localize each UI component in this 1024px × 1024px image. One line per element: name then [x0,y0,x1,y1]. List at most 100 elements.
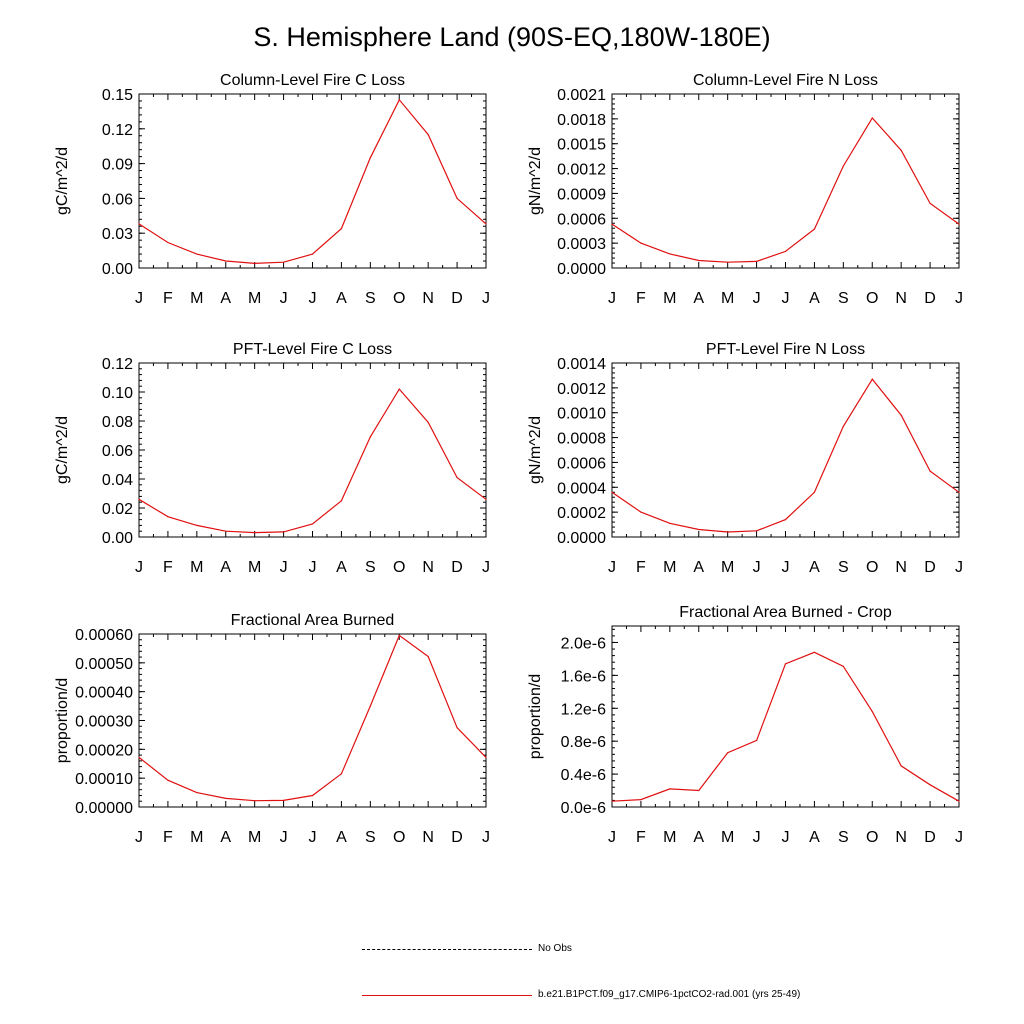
data-point [398,388,400,390]
data-point [282,531,285,533]
x-tick-label: O [393,290,405,307]
x-tick-label: N [895,290,907,307]
data-point [311,523,314,525]
x-tick-label: J [309,829,317,846]
data-point [340,773,343,775]
x-tick-label: S [838,290,849,307]
x-tick-label: M [190,559,203,576]
legend-entry-model-run: b.e21.B1PCT.f09_g17.CMIP6-1pctCO2-rad.00… [362,986,1002,1006]
x-tick-label: D [924,829,936,846]
y-tick-label: 0.0015 [557,137,606,154]
data-point [958,223,960,225]
panel-title: Column-Level Fire C Loss [220,72,405,89]
y-tick-label: 1.2e-6 [561,701,606,718]
x-tick-label: A [693,829,704,846]
data-point [784,250,787,253]
data-point [340,500,343,502]
data-point [340,227,343,230]
data-point [813,228,816,230]
data-point [784,519,787,521]
data-point [640,511,642,513]
data-point [311,253,314,255]
x-tick-label: J [955,290,963,307]
x-tick-label: M [721,559,734,576]
y-tick-label: 0.00030 [75,714,133,731]
data-point [727,531,729,533]
data-point [958,800,960,802]
data-point [138,756,140,759]
x-tick-label: J [135,559,143,576]
x-tick-label: J [309,290,317,307]
figure-title: S. Hemisphere Land (90S-EQ,180W-180E) [253,22,771,52]
x-tick-label: S [365,829,376,846]
x-tick-label: J [135,829,143,846]
y-tick-label: 0.09 [102,157,133,174]
data-point [640,242,642,244]
x-tick-label: J [753,290,761,307]
data-point [755,260,758,262]
data-point [254,262,256,264]
y-tick-label: 0.0004 [557,480,606,497]
panel-title: Column-Level Fire N Loss [693,72,878,89]
y-tick-label: 0.06 [102,191,133,208]
y-tick-label: 0.0009 [557,186,606,203]
y-tick-label: 0.4e-6 [561,767,606,784]
x-tick-label: M [663,559,676,576]
x-tick-label: M [248,290,261,307]
x-tick-label: A [693,290,704,307]
x-tick-label: J [608,559,616,576]
y-tick-label: 0.00040 [75,685,133,702]
x-tick-label: D [451,829,463,846]
x-tick-label: A [220,290,231,307]
data-point [485,498,487,500]
y-tick-label: 0.0012 [557,381,606,398]
y-tick-label: 0.12 [102,122,133,139]
y-tick-label: 0.04 [102,472,133,489]
y-tick-label: 0.00050 [75,656,133,673]
x-tick-label: D [924,290,936,307]
x-tick-label: J [280,829,288,846]
x-tick-label: N [895,559,907,576]
x-tick-label: O [393,829,405,846]
data-point [369,705,371,707]
y-tick-label: 0.0018 [557,112,606,129]
plot-frame [611,362,960,538]
data-point [929,470,931,472]
data-point [669,522,671,524]
x-tick-label: N [422,559,434,576]
y-axis-label: gN/m^2/d [527,416,544,484]
plot-frame [138,362,487,538]
x-tick-label: A [809,559,820,576]
y-tick-label: 0.0010 [557,406,606,423]
data-point [669,788,671,790]
x-tick-label: M [248,559,261,576]
legend-label-no-obs: No Obs [538,943,572,954]
data-point [698,528,700,531]
data-point [784,663,787,665]
data-point [196,791,198,794]
data-point [225,260,227,262]
data-point [456,727,458,729]
plot-frame [611,625,960,808]
x-tick-label: M [663,290,676,307]
plot-frame [138,633,487,808]
data-point [254,800,256,802]
x-tick-label: J [309,559,317,576]
x-tick-label: N [895,829,907,846]
panel-title: PFT-Level Fire N Loss [706,341,865,358]
data-point [398,634,400,637]
y-axis-label: gC/m^2/d [54,147,71,215]
x-tick-label: A [220,559,231,576]
data-point [755,739,758,741]
plot-frame [138,93,487,269]
data-point [842,665,844,667]
y-tick-label: 2.0e-6 [561,635,606,652]
data-point [311,794,314,797]
series-line-1 [138,634,487,802]
x-tick-label: O [866,829,878,846]
data-point [871,117,873,119]
